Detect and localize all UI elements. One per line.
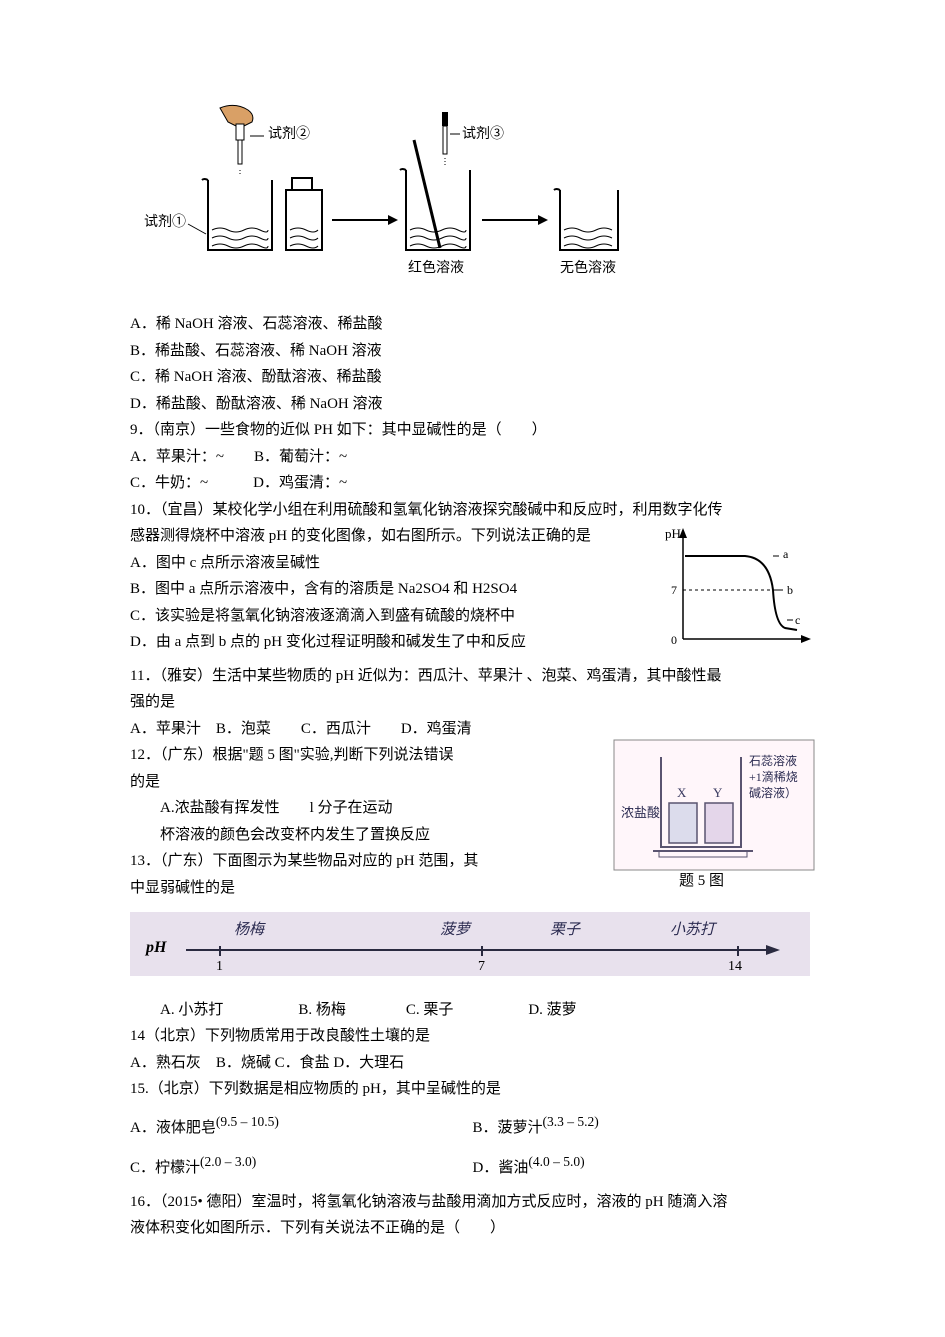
q15-optC-r: (2.0 – 3.0)	[200, 1154, 256, 1169]
q15-optD-l: D．酱油	[473, 1160, 529, 1176]
ph-tick-7: 7	[478, 959, 485, 974]
ph-item-boluo: 菠萝	[440, 921, 472, 938]
reagent2-label: 试剂②	[268, 126, 310, 142]
q9-lineB: C．牛奶：~ D．鸡蛋清：~	[130, 471, 815, 497]
colorless-solution-label: 无色溶液	[560, 259, 616, 276]
q10-line1: 10．（宜昌）某校化学小组在利用硫酸和氢氧化钠溶液探究酸碱中和反应时，利用数字化…	[130, 498, 815, 524]
q15-row2: C．柠檬汁(2.0 – 3.0) D．酱油(4.0 – 5.0)	[130, 1151, 815, 1182]
q15-row1: A．液体肥皂(9.5 – 10.5) B．菠萝汁(3.3 – 5.2)	[130, 1111, 815, 1142]
ph-ylabel: pH	[665, 526, 681, 541]
q9-stem: 9．（南京）一些食物的近似 PH 如下：其中显碱性的是（ ）	[130, 418, 815, 444]
diagram-X: X	[677, 785, 687, 800]
q15-optA-l: A．液体肥皂	[130, 1120, 216, 1136]
ph-tick-1: 1	[216, 959, 223, 974]
diagram-right2: +1滴稀烧	[749, 769, 798, 784]
q15-optB-r: (3.3 – 5.2)	[543, 1114, 599, 1129]
pt-a: a	[783, 547, 789, 561]
ph-tick7: 7	[671, 583, 677, 597]
q16-line2: 液体积变化如图所示．下列有关说法不正确的是（ ）	[130, 1216, 815, 1242]
reagent3-label: 试剂③	[462, 126, 504, 142]
ph-tick0: 0	[671, 633, 677, 647]
q14-opts: A．熟石灰 B．烧碱 C．食盐 D．大理石	[130, 1051, 815, 1077]
q8-optA: A．稀 NaOH 溶液、石蕊溶液、稀盐酸	[130, 312, 815, 338]
ph-scale: pH 1 7 14 杨梅 菠萝 栗子 小苏打	[130, 912, 815, 992]
q15-optA-r: (9.5 – 10.5)	[216, 1114, 279, 1129]
red-solution-label: 红色溶液	[408, 259, 464, 276]
q15-optC-l: C．柠檬汁	[130, 1160, 200, 1176]
diagram-right1: 石蕊溶液	[749, 753, 797, 768]
q8-optD: D．稀盐酸、酚酞溶液、稀 NaOH 溶液	[130, 392, 815, 418]
experiment-figure: 试剂② 试剂① 试剂③	[130, 100, 815, 300]
ph-tick-14: 14	[728, 959, 742, 974]
pt-c: c	[795, 613, 800, 627]
diagram-caption: 题 5 图	[679, 872, 724, 889]
q8-optC: C．稀 NaOH 溶液、酚酞溶液、稀盐酸	[130, 365, 815, 391]
q13-opts: A. 小苏打 B. 杨梅 C. 栗子 D. 菠萝	[130, 998, 815, 1024]
diagram-right3: 碱溶液）	[749, 785, 797, 800]
q15-stem: 15.（北京）下列数据是相应物质的 pH，其中呈碱性的是	[130, 1077, 815, 1103]
q15-optD-r: (4.0 – 5.0)	[528, 1154, 584, 1169]
diagram-Y: Y	[713, 785, 723, 800]
q14-stem: 14（北京）下列物质常用于改良酸性土壤的是	[130, 1024, 815, 1050]
ph-item-yangmei: 杨梅	[234, 921, 266, 938]
pt-b: b	[787, 583, 793, 597]
q11-line2: 强的是	[130, 690, 815, 716]
q15-optB-l: B．菠萝汁	[473, 1120, 543, 1136]
q11-line1: 11．（雅安）生活中某些物质的 pH 近似为：西瓜汁、苹果汁 、泡菜、鸡蛋清，其…	[130, 664, 815, 690]
q16-line1: 16．（2015• 德阳）室温时，将氢氧化钠溶液与盐酸用滴加方式反应时，溶液的 …	[130, 1190, 815, 1216]
q8-optB: B．稀盐酸、石蕊溶液、稀 NaOH 溶液	[130, 339, 815, 365]
diagram-hcl: 浓盐酸	[621, 805, 660, 820]
q12-diagram: X Y 浓盐酸 石蕊溶液 +1滴稀烧 碱溶液） 题 5 图	[613, 739, 815, 899]
ph-item-xiaosuda: 小苏打	[670, 921, 718, 938]
reagent1-label: 试剂①	[144, 214, 186, 230]
ph-item-lizi: 栗子	[550, 922, 581, 938]
q9-lineA: A．苹果汁：~ B．葡萄汁：~	[130, 445, 815, 471]
ph-axis-label: pH	[144, 939, 167, 956]
ph-curve-chart: pH 7 0 a b c	[665, 524, 815, 664]
